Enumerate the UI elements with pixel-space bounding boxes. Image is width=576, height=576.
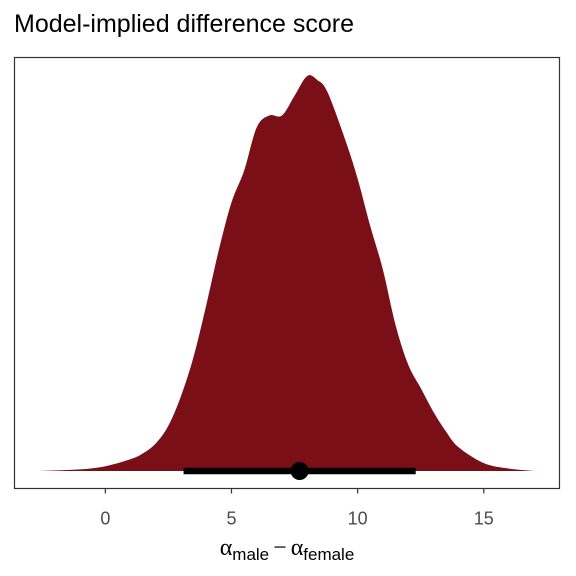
x-axis-label-symbol-2: α <box>291 535 304 561</box>
x-tick-label: 0 <box>100 509 110 529</box>
point-estimate <box>290 462 309 480</box>
x-tick-label: 15 <box>474 509 494 529</box>
chart-title: Model-implied difference score <box>14 10 354 38</box>
x-tick-label: 5 <box>226 509 236 529</box>
x-axis-label-subscript-2: female <box>303 545 354 564</box>
x-axis-label-subscript-1: male <box>232 545 269 564</box>
x-axis-label-symbol-1: α <box>220 535 233 561</box>
x-tick-label: 10 <box>348 509 368 529</box>
plot-area <box>39 75 535 480</box>
x-axis: 0 5 10 15 <box>100 488 494 529</box>
density-area <box>39 75 535 471</box>
panel-border <box>13 56 561 490</box>
x-axis-label-operator: − <box>273 535 287 561</box>
x-axis-label: αmale − αfemale <box>220 535 355 564</box>
